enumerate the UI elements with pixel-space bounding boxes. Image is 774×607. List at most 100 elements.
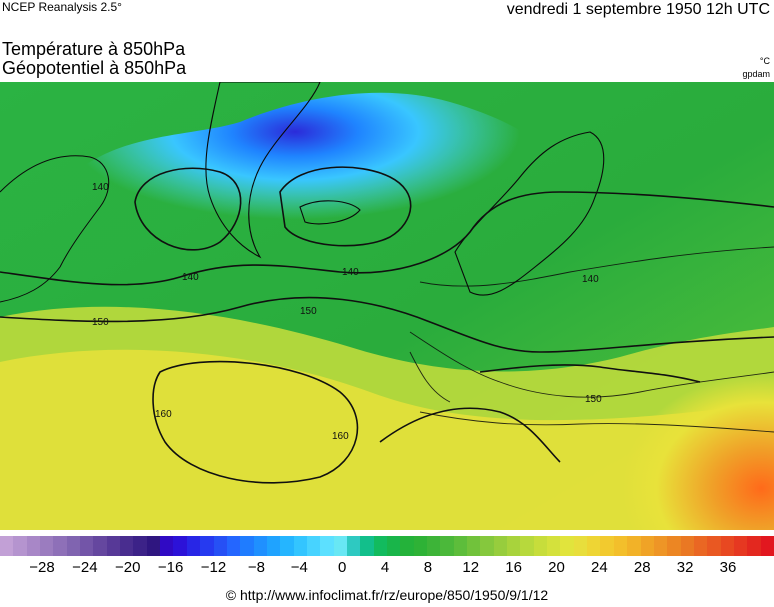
- iceland-land: [299, 200, 361, 225]
- legend-color-swatch: [693, 536, 708, 556]
- temperature-title: Température à 850hPa: [2, 39, 186, 59]
- legend-color-swatch: [160, 536, 174, 556]
- legend-color-swatch: [520, 536, 534, 556]
- legend-color-swatch: [0, 536, 14, 556]
- legend-color-swatch: [386, 536, 401, 556]
- legend-color-swatch: [320, 536, 334, 556]
- geopotential-title: Géopotentiel à 850hPa: [2, 58, 187, 78]
- contour-label-4: 140: [582, 274, 599, 285]
- geopotential-contour-160: [152, 360, 359, 484]
- footer-credit: © http://www.infoclimat.fr/rz/europe/850…: [225, 587, 549, 603]
- legend-color-swatch: [133, 536, 147, 556]
- legend-color-swatch: [440, 536, 454, 556]
- contour-label-5: 150: [92, 317, 109, 328]
- legend-color-swatch: [53, 536, 67, 556]
- legend-tick-label: 24: [591, 559, 608, 576]
- legend-tick-label: −8: [247, 559, 265, 576]
- legend-color-swatch: [587, 536, 601, 556]
- legend-color-swatch: [146, 536, 161, 556]
- geopotential-contour-150-east: [479, 364, 701, 383]
- legend-color-swatch: [560, 536, 574, 556]
- legend-color-swatch: [266, 536, 281, 556]
- geopotential-contour-160-right: [379, 407, 561, 463]
- legend-color-swatch: [280, 536, 294, 556]
- legend-tick-label: −16: [157, 559, 184, 576]
- geopotential-contour-140: [0, 191, 774, 286]
- map-svg: 140 140 140 140 150 150 150 160 160: [0, 82, 774, 530]
- contour-label-7: 150: [585, 394, 602, 405]
- legend-color-swatch: [653, 536, 668, 556]
- legend-color-swatch: [733, 536, 748, 556]
- legend-color-swatch: [106, 536, 121, 556]
- legend-color-swatch: [533, 536, 548, 556]
- contour-label-1: 140: [92, 182, 109, 193]
- legend-color-swatch: [293, 536, 307, 556]
- legend-color-swatch: [667, 536, 681, 556]
- legend-color-swatch: [226, 536, 241, 556]
- legend-tick-label: −20: [115, 559, 141, 576]
- legend-color-swatch: [213, 536, 227, 556]
- temperature-legend: [0, 536, 774, 556]
- greenland-land: [205, 82, 321, 259]
- legend-color-swatch: [613, 536, 628, 556]
- legend-color-swatch: [640, 536, 654, 556]
- contour-label-2: 140: [182, 272, 199, 283]
- legend-tick-label: 8: [423, 559, 433, 576]
- legend-color-swatch: [747, 536, 761, 556]
- geopotential-contour-150: [0, 296, 774, 353]
- legend-color-swatch: [573, 536, 588, 556]
- europe-land: [409, 246, 774, 403]
- legend-color-swatch: [760, 536, 774, 556]
- legend-color-swatch: [373, 536, 387, 556]
- legend-tick-label: 16: [505, 559, 522, 576]
- legend-tick-label: −28: [29, 559, 55, 576]
- legend-tick-label: −24: [72, 559, 98, 576]
- legend-color-swatch: [627, 536, 641, 556]
- cold-air-mass: [60, 92, 560, 288]
- legend-color-swatch: [507, 536, 521, 556]
- legend-color-swatch: [253, 536, 267, 556]
- contour-label-3: 140: [342, 267, 359, 278]
- legend-tick-label: 32: [676, 559, 694, 576]
- source-label: NCEP Reanalysis 2.5°: [2, 0, 122, 14]
- legend-color-swatch: [80, 536, 94, 556]
- legend-color-swatch: [720, 536, 734, 556]
- legend-color-swatch: [26, 536, 41, 556]
- legend-ticks: −28 −24 −20 −16 −12 −8 −4 0 4 8 12 16 20 24 28 32 36: [0, 559, 774, 576]
- contour-label-9: 160: [332, 431, 349, 442]
- legend-color-swatch: [427, 536, 441, 556]
- legend-color-swatch: [173, 536, 187, 556]
- legend-tick-label: 20: [548, 559, 565, 576]
- legend-tick-label: 4: [380, 559, 390, 576]
- legend-color-swatch: [680, 536, 694, 556]
- geopotential-contour-low-2: [279, 166, 412, 247]
- contour-label-6: 150: [300, 306, 317, 317]
- legend-color-swatch: [120, 536, 134, 556]
- geopotential-contour-low: [134, 167, 242, 251]
- north-africa-land: [419, 411, 774, 433]
- legend-color-swatch: [600, 536, 614, 556]
- geopotential-unit: gpdam: [742, 69, 770, 79]
- legend-color-swatch: [93, 536, 107, 556]
- legend-color-swatch: [453, 536, 468, 556]
- legend-color-swatch: [547, 536, 561, 556]
- legend-color-swatch: [66, 536, 81, 556]
- temperature-unit: °C: [759, 56, 770, 66]
- legend-tick-label: 36: [719, 559, 737, 576]
- legend-color-swatch: [413, 536, 427, 556]
- datetime-label: vendredi 1 septembre 1950 12h UTC: [506, 1, 770, 18]
- weather-map: 140 140 140 140 150 150 150 160 160: [0, 82, 774, 530]
- legend-color-swatch: [480, 536, 494, 556]
- legend-color-swatch: [360, 536, 374, 556]
- orange-hotspot: [520, 322, 774, 530]
- legend-color-bar: [0, 536, 774, 556]
- legend-color-swatch: [240, 536, 254, 556]
- legend-color-swatch: [467, 536, 481, 556]
- legend-color-swatch: [186, 536, 201, 556]
- legend-tick-label: 0: [337, 559, 347, 576]
- legend-color-swatch: [707, 536, 721, 556]
- scandinavia-land: [454, 131, 605, 296]
- north-america-land: [0, 155, 110, 303]
- legend-color-swatch: [493, 536, 508, 556]
- legend-color-swatch: [346, 536, 361, 556]
